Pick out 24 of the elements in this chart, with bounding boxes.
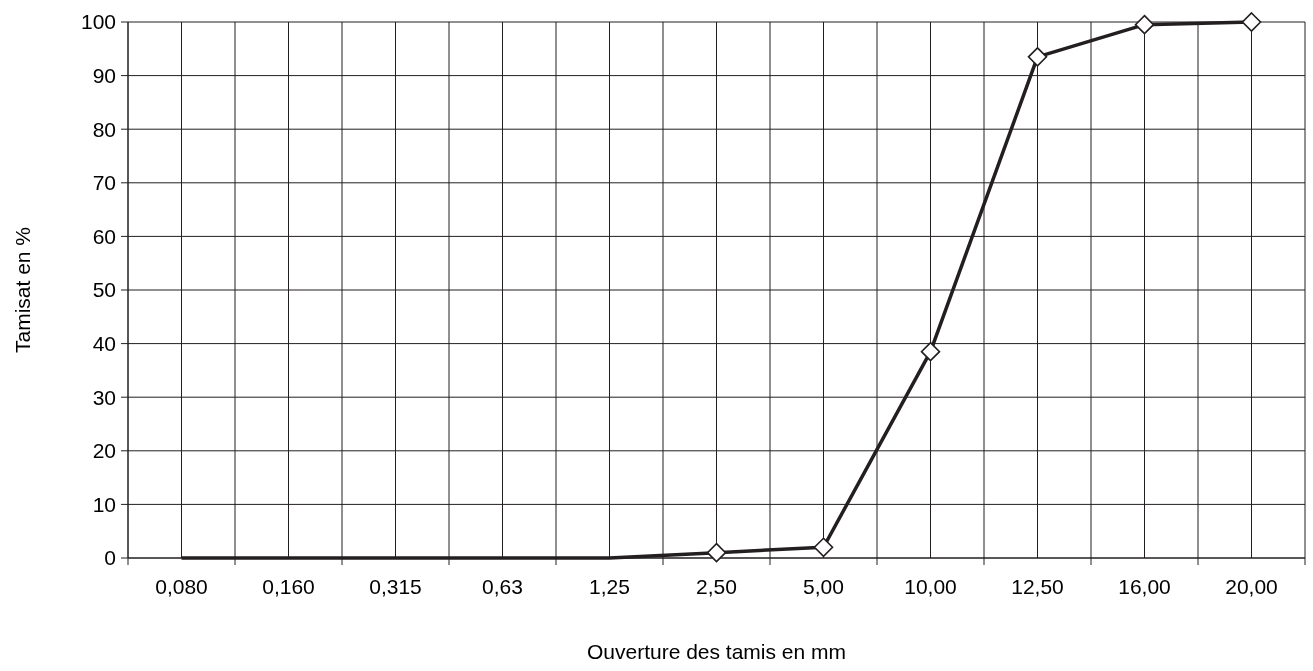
y-tick-label: 70 [92, 171, 116, 195]
x-tick-label: 0,080 [155, 575, 208, 598]
x-tick-label: 5,00 [803, 575, 844, 598]
y-tick-label: 20 [92, 439, 116, 463]
y-tick-label: 90 [92, 63, 116, 87]
x-tick-label: 0,160 [262, 575, 315, 598]
x-axis-title: Ouverture des tamis en mm [586, 640, 847, 663]
x-tick-label: 1,25 [589, 575, 630, 598]
y-tick-label: 100 [80, 10, 116, 34]
x-tick-label: 0,315 [369, 575, 422, 598]
x-tick-label: 20,00 [1225, 575, 1278, 598]
y-tick-label: 50 [92, 278, 116, 302]
x-tick-label: 2,50 [696, 575, 737, 598]
y-tick-label: 10 [92, 492, 116, 516]
x-tick-label: 12,50 [1011, 575, 1064, 598]
y-tick-label: 60 [92, 224, 116, 248]
y-tick-label: 40 [92, 331, 116, 355]
x-tick-label: 16,00 [1118, 575, 1171, 598]
y-tick-label: 30 [92, 385, 116, 409]
y-tick-label: 80 [92, 117, 116, 141]
y-axis-title: Tamisat en % [11, 226, 34, 354]
x-tick-label: 10,00 [904, 575, 957, 598]
y-tick-label: 0 [104, 546, 116, 570]
x-tick-label: 0,63 [482, 575, 523, 598]
